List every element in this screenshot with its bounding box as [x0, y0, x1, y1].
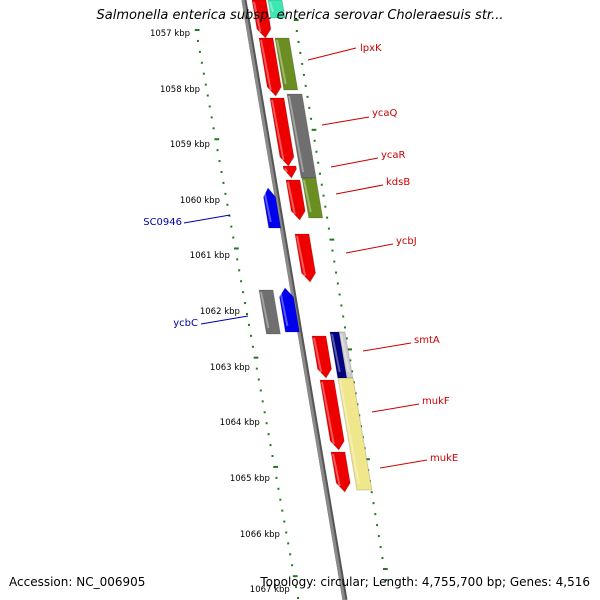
red-gene-1-highlight — [253, 1, 262, 33]
leader-line-kdsb — [335, 184, 384, 195]
genome-title: Salmonella enterica subsp. enterica sero… — [96, 8, 504, 23]
scale-label: 1061 kbp — [190, 251, 230, 261]
leader-line-muke — [379, 459, 428, 469]
leader-line-ycar — [330, 157, 379, 168]
gray-block-highlight — [288, 95, 305, 173]
kdsB-homology-bar — [301, 177, 324, 219]
ycaR-gene — [282, 165, 298, 179]
scale-label: 1065 kbp — [230, 474, 270, 484]
gene-label-ycbc: ycbC — [173, 318, 198, 329]
ycaQ-gene — [269, 97, 295, 167]
ycbC-gray-block — [258, 289, 281, 335]
SC0946-gene — [262, 187, 282, 229]
gene-label-smta: smtA — [414, 335, 440, 346]
mukE-gene — [330, 451, 351, 493]
scale-label: 1057 kbp — [150, 29, 190, 39]
gene-features — [251, 0, 373, 493]
topology-label: Topology: circular; Length: 4,755,700 bp… — [260, 575, 590, 589]
light-bar-highlight — [340, 333, 350, 373]
mukE-gene-highlight — [332, 453, 341, 487]
ycbC-gene — [278, 287, 300, 333]
kdsB-homology-bar-highlight — [303, 179, 312, 213]
gene-label-lpxk: lpxK — [360, 43, 382, 54]
gene-label-kdsb: kdsB — [386, 177, 410, 188]
scale-label: 1067 kbp — [250, 585, 290, 595]
scale-label: 1064 kbp — [220, 418, 260, 428]
leader-line-ycaq — [321, 116, 370, 126]
smtA-gene — [311, 335, 333, 379]
lpxK-homology-bar-highlight — [276, 39, 287, 85]
smtA-gene-highlight — [313, 337, 323, 373]
gray-block — [286, 93, 317, 179]
scale-label: 1063 kbp — [210, 363, 250, 373]
scale-label: 1059 kbp — [170, 140, 210, 150]
scale-labels: 1057 kbp 1058 kbp 1059 kbp 1060 kbp 1061 kbp… — [150, 29, 290, 595]
ycaR-gene-highlight — [284, 167, 288, 173]
teal-gene — [267, 0, 286, 19]
gene-label-sc0946: SC0946 — [143, 217, 182, 228]
leader-line-ycbj — [345, 243, 394, 254]
leader-line-sc0946 — [183, 214, 231, 224]
gene-label-muke: mukE — [430, 453, 458, 464]
gene-label-mukf: mukF — [422, 396, 450, 407]
gene-label-ycar: ycaR — [381, 150, 406, 161]
gene-labels: lpxK ycaQ ycaR kdsB ycbJ smtA mukF mukE SC0946 yc… — [143, 43, 458, 469]
mukF-gene — [319, 379, 345, 451]
ycbJ-gene-highlight — [296, 235, 307, 277]
scale-label: 1060 kbp — [180, 196, 220, 206]
red-gene-1 — [251, 0, 272, 39]
scale-label: 1062 kbp — [200, 307, 240, 317]
teal-gene-highlight — [269, 1, 274, 13]
leader-line-smta — [362, 342, 412, 352]
yellow-block-highlight — [339, 379, 360, 485]
ycbC-gene-highlight — [279, 289, 289, 327]
gene-label-ycbj: ycbJ — [396, 236, 417, 247]
yellow-block — [337, 377, 373, 491]
leader-line-ycbc — [200, 315, 249, 325]
scale-label: 1058 kbp — [160, 85, 200, 95]
lpxK-gene-highlight — [260, 39, 272, 91]
leader-line-lpxk — [307, 47, 357, 61]
kdsB-gene — [285, 179, 306, 221]
accession-label: Accession: NC_006905 — [9, 575, 146, 589]
ycaQ-gene-highlight — [271, 99, 285, 161]
scale-label: 1066 kbp — [240, 530, 280, 540]
mukF-gene-highlight — [321, 381, 335, 445]
leader-line-mukf — [371, 403, 420, 413]
navy-gene-highlight — [331, 333, 341, 373]
lpxK-homology-bar — [274, 37, 299, 91]
SC0946-gene-highlight — [263, 189, 272, 223]
gene-label-ycaq: ycaQ — [372, 108, 398, 119]
kdsB-gene-highlight — [287, 181, 296, 215]
ycbC-gray-block-highlight — [260, 291, 270, 329]
lpxK-gene — [258, 37, 282, 97]
tick-marks — [194, 19, 388, 599]
ycbJ-gene — [294, 233, 317, 283]
